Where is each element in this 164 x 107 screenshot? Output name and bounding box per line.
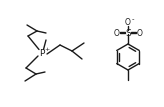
Text: +: +: [44, 47, 49, 52]
Text: O: O: [137, 28, 143, 37]
Text: P: P: [39, 48, 45, 57]
Text: O: O: [125, 18, 131, 27]
Text: S: S: [125, 28, 131, 37]
Text: O: O: [113, 28, 119, 37]
Text: -: -: [131, 16, 134, 22]
